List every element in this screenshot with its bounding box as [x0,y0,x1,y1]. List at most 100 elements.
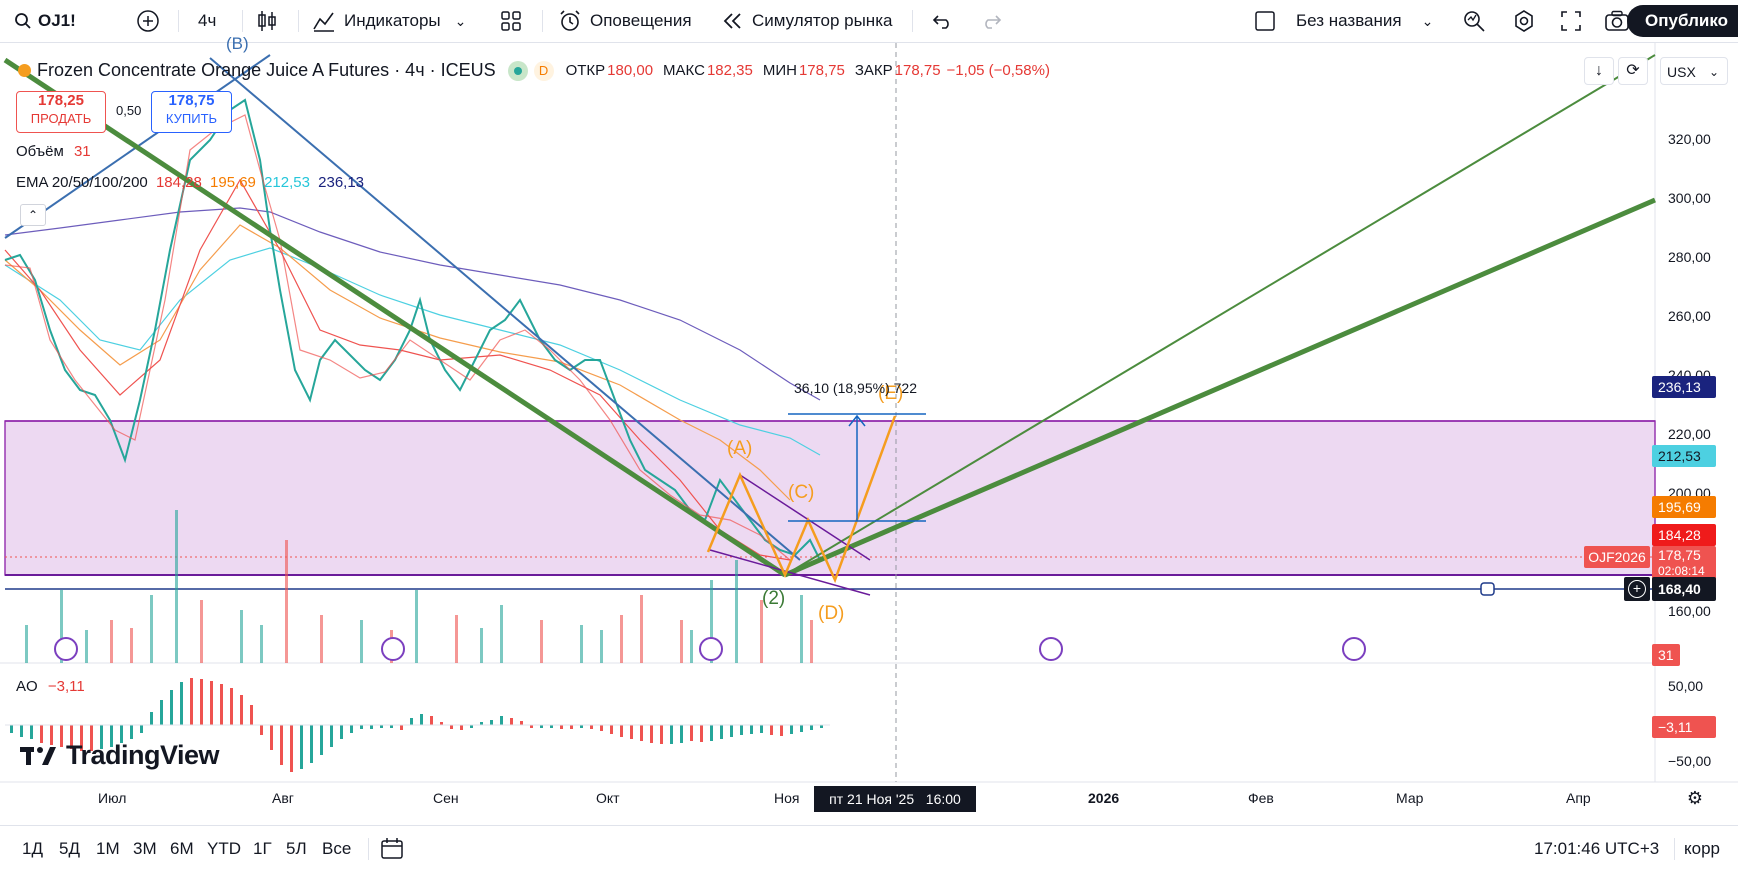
layouts-button[interactable] [500,0,522,42]
toolbar-divider [368,838,369,860]
interval-button[interactable]: 4ч [198,11,217,30]
wave-abcde[interactable] [706,415,897,584]
clock[interactable]: 17:01:46 UTC+3 [1534,838,1660,858]
chevron-down-icon: ⌄ [1421,12,1434,29]
symbol-search-button[interactable]: OJ1! [14,0,76,42]
symbol-label: OJ1! [38,11,76,30]
range-1y-button[interactable]: 1Г [253,838,272,858]
volume-legend[interactable]: Объём 31 [16,143,91,160]
price-chart[interactable] [0,43,1738,825]
chevron-down-icon: ⌄ [1708,65,1719,79]
volume-label: Объём [16,143,64,160]
ema-legend[interactable]: EMA 20/50/100/200 184,28 195,69 212,53 2… [16,174,364,191]
buy-button[interactable]: 178,75 КУПИТЬ [151,91,232,133]
adjust-button[interactable]: корр [1684,838,1720,858]
ema20-price-tag: 184,28 [1652,524,1716,546]
chart-type-button[interactable] [256,0,278,42]
market-status-icon [18,64,31,77]
green-trendline-up-thick[interactable] [784,197,1656,578]
layout-name-button[interactable]: Без названия ⌄ [1254,0,1433,42]
candles-icon [258,11,276,31]
ema20-line [4,178,791,561]
low-label: МИН [762,62,797,79]
price-axis-label: 260,00 [1668,308,1711,324]
toolbar-divider [542,10,543,32]
download-button[interactable]: ↓ [1584,57,1614,85]
symbol-price-tag: OJF2026 [1584,546,1650,568]
range-5d-button[interactable]: 5Д [59,838,80,858]
rewind-icon [723,13,741,29]
layout-name-label: Без названия [1296,11,1402,30]
undo-button[interactable] [932,0,954,42]
axis-settings-button[interactable]: ⚙ [1684,788,1706,810]
add-alert-button[interactable]: + [1624,577,1650,601]
volume-bars [25,510,813,663]
ema100-value: 212,53 [264,174,310,191]
publish-button[interactable]: Опублико [1627,5,1738,37]
ema200-price-tag: 236,13 [1652,376,1716,398]
time-axis-label: Ноя [774,790,800,806]
range-all-button[interactable]: Все [322,838,352,858]
sell-button[interactable]: 178,25 ПРОДАТЬ [16,91,106,133]
price-axis-label: 160,00 [1668,603,1711,619]
gear-icon [1515,10,1533,32]
measure-label: 36,10 (18,95%) 722 [794,380,917,396]
calendar-icon [381,837,403,859]
range-3m-button[interactable]: 3М [133,838,157,858]
green-trendline-down[interactable] [3,57,787,578]
ao-axis-label: 50,00 [1668,678,1704,694]
fullscreen-button[interactable] [1560,0,1582,42]
wave-label-2: (2) [762,588,786,609]
range-6m-button[interactable]: 6М [170,838,194,858]
price-axis-label: 300,00 [1668,190,1711,206]
currency-select[interactable]: USX ⌄ [1660,57,1728,85]
price-zone-rectangle[interactable] [4,420,1656,576]
reset-chart-button[interactable]: ⟳ [1618,57,1648,85]
symbol-legend[interactable]: Frozen Concentrate Orange Juice A Future… [18,60,1050,81]
settings-button[interactable] [1512,0,1536,42]
event-markers[interactable] [54,637,1366,661]
last-price-value: 178,75 [1658,547,1701,563]
sell-label: ПРОДАТЬ [30,111,92,126]
alerts-button[interactable]: Оповещения [558,0,692,42]
green-trendline-up-thin[interactable] [784,54,1656,576]
volume-value: 31 [73,143,91,160]
volume-price-tag: 31 [1652,644,1680,666]
price-axis-label: 320,00 [1668,131,1711,147]
quick-search-button[interactable] [1462,0,1486,42]
live-dot-icon [507,60,528,81]
go-to-date-button[interactable] [380,826,406,871]
indicators-button[interactable]: Индикаторы ⌄ [312,0,466,42]
wave-label-d: (D) [818,603,845,624]
change-value: −1,05 (−0,58%) [946,62,1050,79]
range-5y-button[interactable]: 5Л [286,838,307,858]
bar-countdown: 02:08:14 [1658,564,1705,578]
blue-trendline[interactable] [209,57,801,561]
chevron-down-icon: ⌄ [454,12,467,29]
symbol-title: Frozen Concentrate Orange Juice A Future… [37,60,496,80]
range-ytd-button[interactable]: YTD [207,838,241,858]
line-handle[interactable] [1480,582,1495,596]
toolbar-divider [178,10,179,32]
price-candles-red [4,114,791,561]
bottom-toolbar: 1Д 5Д 1М 3М 6М YTD 1Г 5Л Все 17:01:46 UT… [0,825,1738,871]
undo-icon [932,15,949,29]
high-value: 182,35 [706,62,753,79]
alarm-clock-icon [560,10,580,31]
time-axis-label: Фев [1248,790,1274,806]
wave-label-a: (A) [727,438,753,459]
tradingview-logo[interactable]: TradingView [20,740,220,771]
ema200-value: 236,13 [318,174,365,191]
crosshair-price-tag: 168,40 [1652,577,1716,601]
range-1m-button[interactable]: 1М [96,838,120,858]
collapse-legend-button[interactable]: ⌃ [20,204,46,226]
range-1d-button[interactable]: 1Д [22,838,43,858]
compare-symbol-button[interactable] [136,0,160,42]
gear-icon: ⚙ [1686,788,1704,808]
toolbar-divider [242,10,243,32]
triangle-lower-line[interactable] [709,549,871,596]
ema-label: EMA 20/50/100/200 [16,174,148,191]
replay-button[interactable]: Симулятор рынка [722,0,892,42]
ao-legend[interactable]: AO −3,11 [16,678,85,695]
redo-button[interactable] [980,0,1002,42]
